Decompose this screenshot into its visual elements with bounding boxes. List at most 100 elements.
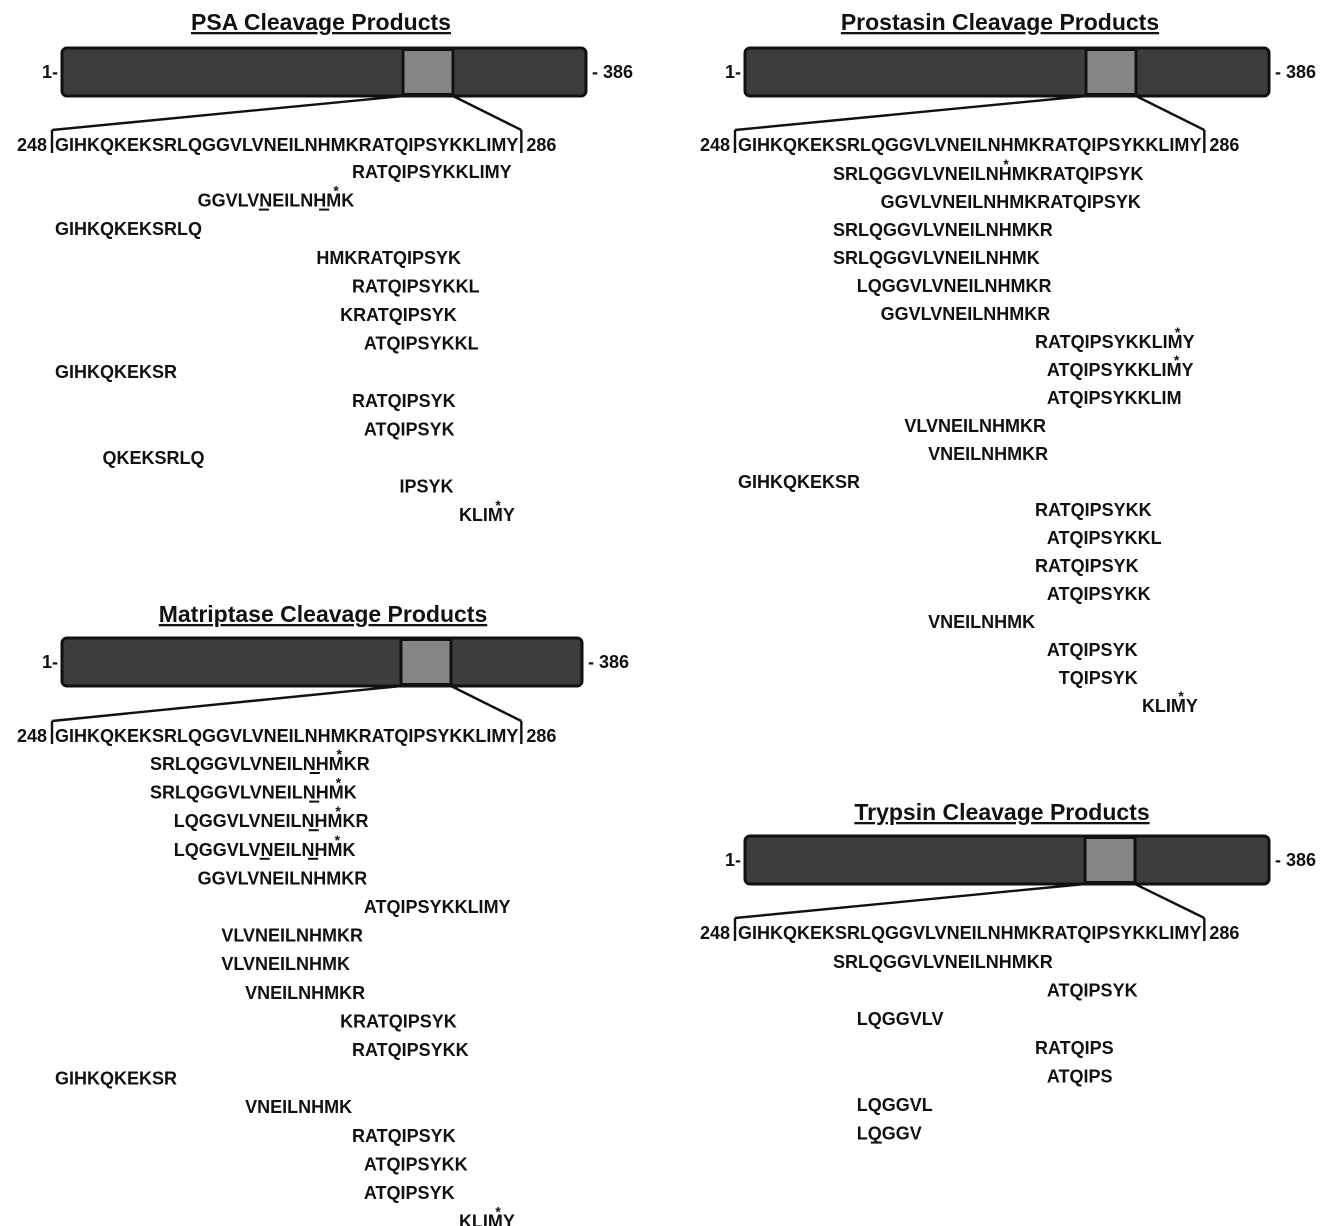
peptide: GIHKQKEKSRLQ (55, 219, 202, 239)
sequence-start-number: 248 (700, 135, 730, 155)
peptide: IPSYK (400, 477, 454, 497)
sequence-bracket (733, 918, 1206, 941)
start-position-label: 1- (42, 652, 58, 672)
end-position-label: - 386 (592, 62, 633, 82)
sequence-bracket (733, 130, 1206, 153)
modification-asterisk: * (333, 183, 339, 199)
end-position-label: - 386 (1275, 62, 1316, 82)
peptide: VNEILNHMK (928, 612, 1035, 632)
peptide: TQIPSYK (1059, 668, 1138, 688)
highlighted-region (401, 48, 455, 96)
peptide: SRLQGGVLVNEILNHMKR (833, 952, 1053, 972)
zoom-line-right (452, 94, 522, 132)
panel-title: PSA Cleavage Products (191, 9, 451, 35)
peptide: VNEILNHMKR (928, 444, 1048, 464)
sequence-start-number: 248 (700, 923, 730, 943)
modification-asterisk: * (335, 803, 341, 819)
sequence-bracket (50, 130, 523, 153)
peptide: RATQIPSYKKLIMY (352, 162, 512, 182)
peptide: ATQIPSYK (364, 419, 455, 439)
zoom-line-left (734, 882, 1086, 920)
peptide: RATQIPS (1035, 1038, 1114, 1058)
modification-asterisk: * (335, 832, 341, 848)
end-position-label: - 386 (1275, 850, 1316, 870)
peptide: VNEILNHMKR (245, 983, 365, 1003)
peptide: SRLQGGVLVNEILNHMKR (150, 754, 370, 774)
peptide: ATQIPSYKKLIM (1047, 388, 1182, 408)
full-sequence: GIHKQKEKSRLQGGVLVNEILNHMKRATQIPSYKKLIMY (55, 726, 518, 746)
sequence-start-number: 248 (17, 726, 47, 746)
peptide: VLVNEILNHMKR (904, 416, 1046, 436)
panel-trypsin: Trypsin Cleavage Products 1- - 386 GIHKQKEK… (700, 799, 1316, 1144)
start-position-label: 1- (42, 62, 58, 82)
zoom-line-left (734, 94, 1087, 132)
peptide: KLIMY (459, 505, 515, 525)
peptide: LQGGVLVNEILNHMKR (174, 811, 369, 831)
peptide: KLIMY (1142, 696, 1198, 716)
end-position-label: - 386 (588, 652, 629, 672)
full-sequence: GIHKQKEKSRLQGGVLVNEILNHMKRATQIPSYKKLIMY (55, 135, 518, 155)
peptide: ATQIPSYK (1047, 640, 1138, 660)
modification-asterisk: * (1178, 688, 1184, 704)
peptide: GIHKQKEKSR (55, 1069, 177, 1089)
peptide: SRLQGGVLVNEILNHMKRATQIPSYK (833, 164, 1143, 184)
peptide: GGVLVNEILNHMK (198, 191, 355, 211)
peptide: GIHKQKEKSR (55, 362, 177, 382)
zoom-line-right (1135, 94, 1205, 132)
protein-bar (60, 636, 584, 688)
peptide: RATQIPSYKK (1035, 500, 1152, 520)
peptide: RATQIPSYK (352, 1126, 456, 1146)
peptide: KLIMY (459, 1212, 515, 1226)
protein-bar (743, 834, 1271, 886)
peptide: LQGGVLVNEILNHMK (174, 840, 356, 860)
peptide: ATQIPSYKKLIMY (1047, 360, 1194, 380)
peptide: ATQIPS (1047, 1066, 1113, 1086)
peptide: RATQIPSYK (1035, 556, 1139, 576)
peptide: KRATQIPSYK (340, 305, 457, 325)
panel-psa: PSA Cleavage Products 1- - 386 GIHKQKEKSRLQ… (17, 9, 633, 525)
modification-asterisk: * (336, 746, 342, 762)
protein-bar (743, 46, 1271, 98)
panel-matriptase: Matriptase Cleavage Products 1- - 386 GIHKQ… (17, 601, 629, 1226)
peptide: ATQIPSYK (1047, 981, 1138, 1001)
peptide: LQGGV (857, 1124, 922, 1144)
peptide: GGVLVNEILNHMKRATQIPSYK (881, 192, 1141, 212)
panel-title: Matriptase Cleavage Products (159, 601, 488, 627)
highlighted-region (1083, 836, 1137, 884)
peptide: RATQIPSYKKLIMY (1035, 332, 1195, 352)
peptide: RATQIPSYK (352, 391, 456, 411)
peptide: GIHKQKEKSR (738, 472, 860, 492)
peptide: ATQIPSYK (364, 1183, 455, 1203)
peptide: LQGGVLVNEILNHMKR (857, 276, 1052, 296)
modification-asterisk: * (495, 1204, 501, 1220)
peptide: VNEILNHMK (245, 1097, 352, 1117)
protein-bar (60, 46, 588, 98)
peptide: HMKRATQIPSYK (316, 248, 461, 268)
modification-asterisk: * (336, 775, 342, 791)
peptide: GGVLVNEILNHMKR (198, 868, 368, 888)
zoom-line-right (450, 684, 522, 723)
peptide: ATQIPSYKK (1047, 584, 1151, 604)
start-position-label: 1- (725, 62, 741, 82)
sequence-end-number: 286 (1209, 923, 1239, 943)
sequence-end-number: 286 (526, 726, 556, 746)
modification-asterisk: * (495, 497, 501, 513)
zoom-line-left (51, 94, 404, 132)
peptide: SRLQGGVLVNEILNHMK (833, 248, 1040, 268)
panel-title: Prostasin Cleavage Products (841, 9, 1159, 35)
peptide: ATQIPSYKKL (364, 334, 479, 354)
highlighted-region (399, 638, 453, 686)
peptide: RATQIPSYKK (352, 1040, 469, 1060)
modification-asterisk: * (1175, 324, 1181, 340)
peptide: VLVNEILNHMK (221, 954, 350, 974)
sequence-end-number: 286 (526, 135, 556, 155)
peptide: SRLQGGVLVNEILNHMKR (833, 220, 1053, 240)
sequence-end-number: 286 (1209, 135, 1239, 155)
peptide: QKEKSRLQ (103, 448, 205, 468)
peptide: SRLQGGVLVNEILNHMK (150, 783, 357, 803)
highlighted-region (1084, 48, 1138, 96)
peptide: KRATQIPSYK (340, 1011, 457, 1031)
start-position-label: 1- (725, 850, 741, 870)
peptide: GGVLVNEILNHMKR (881, 304, 1051, 324)
